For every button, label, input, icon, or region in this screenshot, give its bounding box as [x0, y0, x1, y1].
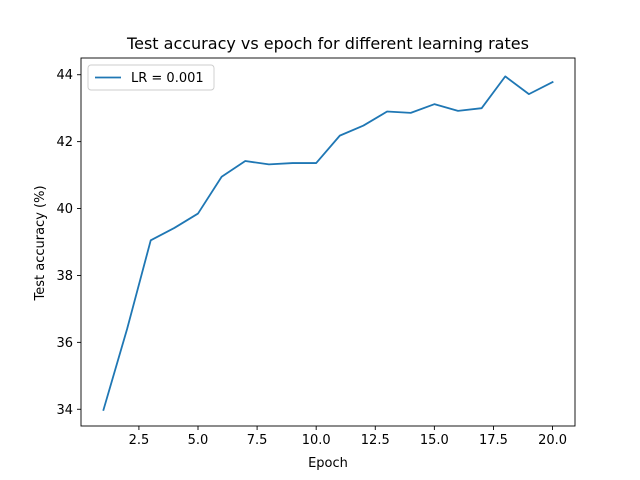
y-tick-label: 44	[56, 68, 73, 83]
series-line-0	[102, 75, 554, 412]
y-tick-label: 40	[56, 202, 73, 217]
y-tick-label: 36	[56, 336, 73, 351]
legend-label: LR = 0.001	[131, 71, 204, 86]
x-tick-label: 15.0	[420, 433, 449, 448]
plot-area: 2.5 5.0 7.5 10.0 12.5 15.0 17.5 20.0 34 36 38 40 42 4…	[56, 57, 576, 448]
x-tick-label: 7.5	[247, 433, 268, 448]
y-axis-label: Test accuracy (%)	[33, 185, 48, 301]
axes-frame	[80, 57, 576, 427]
y-tick-label: 42	[56, 135, 73, 150]
x-tick-label: 20.0	[538, 433, 567, 448]
x-axis-label: Epoch	[308, 456, 348, 471]
x-tick-label: 12.5	[361, 433, 390, 448]
x-tick-label: 10.0	[302, 433, 331, 448]
legend-box	[87, 64, 215, 91]
x-tick-label: 2.5	[129, 433, 150, 448]
x-tick-label: 17.5	[479, 433, 508, 448]
legend: LR = 0.001	[87, 64, 215, 91]
y-tick-label: 34	[56, 403, 73, 418]
y-tick-label: 38	[56, 269, 73, 284]
x-tick-label: 5.0	[188, 433, 209, 448]
chart-title: Test accuracy vs epoch for different lea…	[126, 34, 529, 53]
